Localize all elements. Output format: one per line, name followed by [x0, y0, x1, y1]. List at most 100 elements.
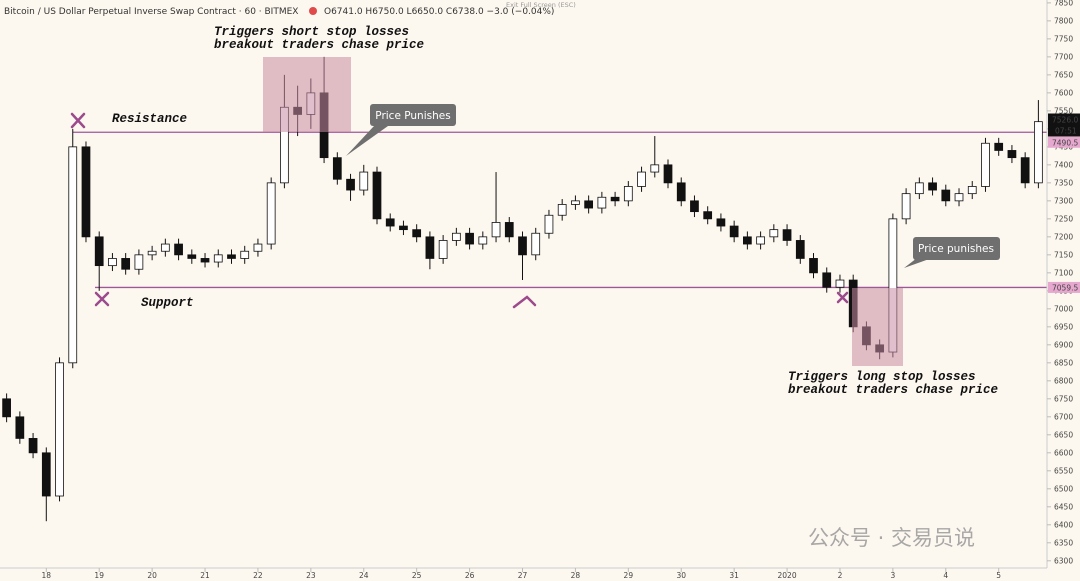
x-tick-label: 27 [518, 571, 528, 580]
candle-body [914, 182, 924, 195]
candle-body [346, 178, 355, 191]
candle-body [134, 254, 144, 270]
candle-body [160, 243, 170, 252]
x-tick-label: 3 [890, 571, 895, 580]
candle-body [227, 254, 236, 259]
level-label-box [1048, 281, 1080, 293]
annotation: Resistance [112, 112, 187, 126]
candle-body [55, 362, 64, 497]
y-tick-label: 6350 [1054, 538, 1073, 547]
candle-body [213, 254, 223, 263]
candle-body [94, 236, 104, 267]
candle-body [676, 182, 686, 202]
candle-body [518, 236, 527, 256]
candle-body [399, 225, 408, 231]
last-price-label: 7526.0 [1052, 116, 1078, 125]
annotation: Support [141, 296, 194, 310]
x-tick-label: 30 [676, 571, 686, 580]
annotation: Triggers short stop losses [214, 25, 409, 39]
x-tick-label: 28 [571, 571, 581, 580]
candle-body [147, 250, 157, 256]
x-tick-label: 18 [42, 571, 52, 580]
candle-body [571, 200, 580, 205]
candle-body [81, 146, 91, 238]
callout-text: Price Punishes [375, 110, 450, 122]
y-tick-label: 7800 [1054, 16, 1073, 25]
annotation: breakout traders chase price [788, 383, 998, 397]
candle-body [531, 232, 541, 256]
candle-body [174, 243, 183, 256]
candle-body [967, 186, 977, 195]
candle-body [1020, 157, 1030, 184]
y-tick-label: 6600 [1054, 448, 1073, 457]
candle-body [835, 279, 845, 288]
annotation: Triggers long stop losses [788, 370, 976, 384]
y-tick-label: 6850 [1054, 358, 1073, 367]
candle-body [729, 225, 739, 238]
candle-body [412, 229, 422, 238]
candle-body [994, 142, 1004, 151]
candle-body [385, 218, 395, 227]
candle-body [623, 186, 633, 202]
candle-body [690, 200, 699, 213]
y-tick-label: 6550 [1054, 466, 1073, 475]
callout-pointer [346, 126, 388, 156]
candle-body [465, 232, 474, 245]
x-tick-label: 2 [838, 571, 843, 580]
callout-box [370, 104, 456, 126]
callout: Price Punishes [346, 104, 456, 156]
countdown-box [1048, 125, 1080, 137]
annotation: breakout traders chase price [214, 38, 424, 52]
level-label-box [1048, 136, 1080, 148]
candle-body [795, 240, 805, 259]
y-tick-label: 6500 [1054, 484, 1073, 493]
y-tick-label: 7300 [1054, 196, 1073, 205]
candle-body [15, 416, 25, 439]
y-tick-label: 6750 [1054, 394, 1073, 403]
x-tick-label: 24 [359, 571, 369, 580]
watermark: 公众号 · 交易员说 [808, 526, 975, 550]
short-squeeze-zone [263, 57, 351, 132]
candle-body [650, 164, 660, 173]
x-tick-label: 20 [147, 571, 157, 580]
candle-body [610, 196, 620, 202]
y-tick-label: 6450 [1054, 502, 1073, 511]
candle-body [121, 258, 131, 270]
x-tick-label: 21 [200, 571, 210, 580]
candle-body [200, 258, 210, 263]
candle-body [822, 272, 832, 288]
x-mark [94, 291, 110, 307]
candle-body [928, 182, 937, 191]
candle-body [663, 164, 673, 184]
x-tick-label: 29 [624, 571, 634, 580]
y-tick-label: 7600 [1054, 88, 1073, 97]
y-tick-label: 7150 [1054, 250, 1073, 259]
candle-body [108, 258, 117, 267]
exit-fullscreen[interactable]: Exit Full Screen (ESC) [506, 1, 576, 9]
callout-pointer [904, 258, 932, 268]
callout-text: Price punishes [918, 243, 994, 255]
y-tick-label: 7400 [1054, 160, 1073, 169]
long-squeeze-zone [852, 288, 903, 366]
y-tick-label: 7200 [1054, 232, 1073, 241]
candle-body [491, 222, 501, 238]
x-tick-label: 19 [94, 571, 104, 580]
candle-body [425, 236, 435, 259]
x-tick-label: 31 [729, 571, 739, 580]
y-tick-label: 6700 [1054, 412, 1073, 421]
chart-title: Bitcoin / US Dollar Perpetual Inverse Sw… [4, 7, 298, 17]
y-axis: 6300 6350 6400 6450 6500 6550 6600 6650 6700 6750… [42, 0, 1080, 580]
level-label: 7059.5 [1052, 283, 1078, 292]
y-tick-label: 7850 [1054, 0, 1073, 7]
candle-body [332, 157, 342, 180]
y-tick-label: 7250 [1054, 214, 1073, 223]
candle-body [941, 189, 951, 202]
x-tick-label: 23 [306, 571, 316, 580]
candle-body [901, 193, 911, 220]
y-tick-label: 7650 [1054, 70, 1073, 79]
y-tick-label: 7350 [1054, 178, 1073, 187]
callout-box [913, 237, 1000, 260]
y-tick-label: 7000 [1054, 304, 1073, 313]
